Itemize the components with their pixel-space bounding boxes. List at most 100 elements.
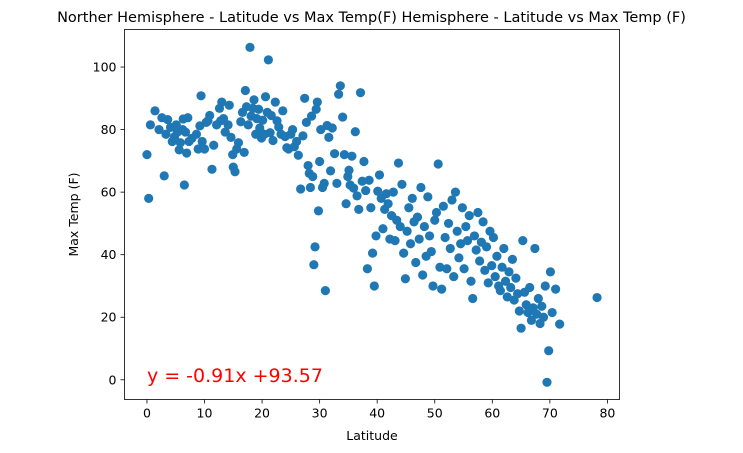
data-point bbox=[407, 193, 417, 203]
data-point bbox=[388, 187, 398, 197]
data-point bbox=[207, 164, 217, 174]
data-point bbox=[393, 158, 404, 168]
data-point bbox=[355, 88, 366, 98]
data-point bbox=[268, 135, 278, 146]
data-point bbox=[226, 132, 236, 143]
data-point bbox=[293, 150, 303, 160]
data-point bbox=[159, 171, 169, 181]
data-point bbox=[507, 254, 518, 264]
data-point bbox=[327, 123, 337, 133]
data-point bbox=[440, 232, 450, 243]
data-point bbox=[154, 124, 164, 135]
data-point bbox=[419, 221, 429, 232]
y-tick-label: 80 bbox=[101, 122, 117, 137]
data-point bbox=[249, 95, 259, 105]
x-tick-label: 0 bbox=[143, 406, 151, 421]
data-point bbox=[163, 114, 173, 125]
data-point bbox=[418, 270, 428, 280]
data-point bbox=[544, 346, 554, 356]
data-point bbox=[480, 265, 490, 275]
data-point bbox=[161, 129, 171, 139]
x-tick-label: 50 bbox=[427, 406, 443, 421]
data-point bbox=[367, 248, 378, 258]
data-point bbox=[426, 246, 436, 257]
data-point bbox=[500, 276, 511, 286]
data-point bbox=[183, 113, 193, 123]
data-point bbox=[287, 124, 298, 135]
data-point bbox=[359, 156, 369, 167]
data-point bbox=[260, 92, 271, 102]
x-axis-ticks: 0 10 20 30 40 50 60 70 80 bbox=[143, 399, 615, 421]
plot-area: 0 10 20 30 40 50 60 70 80 0 20 40 60 80 100 y = -0.91… bbox=[93, 29, 620, 421]
data-point bbox=[196, 91, 206, 101]
data-point bbox=[492, 251, 502, 261]
data-point bbox=[469, 231, 480, 241]
x-tick-label: 20 bbox=[254, 406, 270, 421]
data-point bbox=[296, 184, 306, 194]
regression-equation: y = -0.91x +93.57 bbox=[147, 365, 323, 387]
data-point bbox=[475, 256, 485, 266]
data-point bbox=[240, 85, 250, 96]
data-point bbox=[197, 136, 207, 147]
data-point bbox=[223, 120, 233, 130]
data-point bbox=[301, 117, 311, 127]
y-tick-label: 100 bbox=[93, 60, 117, 75]
data-point bbox=[174, 145, 184, 155]
data-point bbox=[348, 183, 359, 193]
data-point bbox=[265, 128, 275, 138]
data-point bbox=[437, 284, 447, 294]
x-tick-label: 30 bbox=[312, 406, 328, 421]
data-point bbox=[518, 236, 528, 246]
data-point bbox=[209, 140, 219, 150]
data-point bbox=[443, 218, 454, 229]
data-point bbox=[171, 120, 181, 130]
data-point bbox=[449, 271, 459, 282]
data-point bbox=[334, 89, 344, 99]
data-point bbox=[540, 281, 550, 291]
data-point bbox=[263, 55, 273, 65]
data-point bbox=[254, 104, 264, 114]
data-point bbox=[347, 151, 357, 161]
data-point bbox=[461, 221, 471, 232]
data-point bbox=[180, 127, 191, 137]
data-point bbox=[471, 245, 481, 255]
y-axis-title: Max Temp (F) bbox=[66, 172, 81, 256]
data-point bbox=[313, 206, 324, 216]
data-point bbox=[381, 189, 391, 199]
data-point bbox=[499, 243, 509, 254]
data-point bbox=[369, 281, 379, 291]
data-point bbox=[551, 284, 561, 294]
data-point bbox=[239, 147, 249, 158]
data-point bbox=[450, 187, 461, 197]
data-point bbox=[459, 264, 469, 274]
data-point bbox=[525, 282, 535, 293]
data-point bbox=[592, 292, 602, 303]
data-point bbox=[303, 160, 313, 171]
data-point bbox=[542, 377, 552, 387]
data-point bbox=[329, 149, 340, 159]
data-point bbox=[270, 97, 280, 107]
data-point bbox=[354, 204, 364, 214]
data-point bbox=[457, 203, 467, 213]
data-point bbox=[428, 281, 438, 291]
data-point bbox=[424, 231, 435, 241]
data-point bbox=[150, 106, 160, 116]
data-point bbox=[175, 138, 185, 148]
x-tick-label: 60 bbox=[484, 406, 500, 421]
data-point bbox=[521, 300, 531, 310]
x-tick-label: 80 bbox=[599, 406, 615, 421]
x-tick-label: 70 bbox=[542, 406, 558, 421]
data-point bbox=[217, 97, 227, 107]
data-point bbox=[416, 182, 426, 193]
y-tick-label: 60 bbox=[101, 185, 117, 200]
data-point bbox=[278, 106, 288, 116]
y-axis-ticks: 0 20 40 60 80 100 bbox=[93, 60, 125, 387]
data-point bbox=[473, 207, 483, 218]
data-point bbox=[311, 104, 321, 114]
data-point bbox=[504, 267, 514, 277]
data-point bbox=[497, 262, 507, 272]
data-point bbox=[236, 117, 246, 127]
data-point bbox=[224, 100, 234, 110]
chart-title: Norther Hemisphere - Latitude vs Max Tem… bbox=[57, 10, 686, 26]
data-point bbox=[411, 257, 421, 268]
